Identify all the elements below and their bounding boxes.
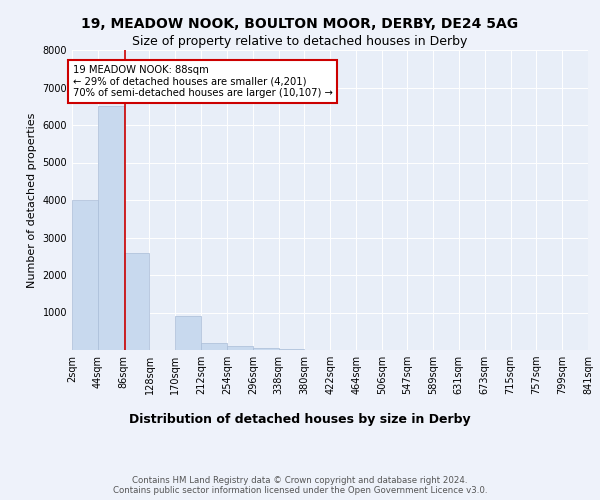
Bar bbox=[253, 348, 278, 350]
Bar bbox=[124, 252, 149, 350]
Text: Size of property relative to detached houses in Derby: Size of property relative to detached ho… bbox=[133, 35, 467, 48]
Bar bbox=[72, 200, 98, 350]
Text: 19 MEADOW NOOK: 88sqm
← 29% of detached houses are smaller (4,201)
70% of semi-d: 19 MEADOW NOOK: 88sqm ← 29% of detached … bbox=[73, 65, 332, 98]
Text: Contains HM Land Registry data © Crown copyright and database right 2024.
Contai: Contains HM Land Registry data © Crown c… bbox=[113, 476, 487, 495]
Bar bbox=[175, 316, 201, 350]
Text: Distribution of detached houses by size in Derby: Distribution of detached houses by size … bbox=[129, 412, 471, 426]
Bar bbox=[201, 342, 227, 350]
Text: 19, MEADOW NOOK, BOULTON MOOR, DERBY, DE24 5AG: 19, MEADOW NOOK, BOULTON MOOR, DERBY, DE… bbox=[82, 18, 518, 32]
Bar bbox=[278, 349, 304, 350]
Y-axis label: Number of detached properties: Number of detached properties bbox=[27, 112, 37, 288]
Bar bbox=[98, 106, 124, 350]
Bar bbox=[227, 346, 253, 350]
